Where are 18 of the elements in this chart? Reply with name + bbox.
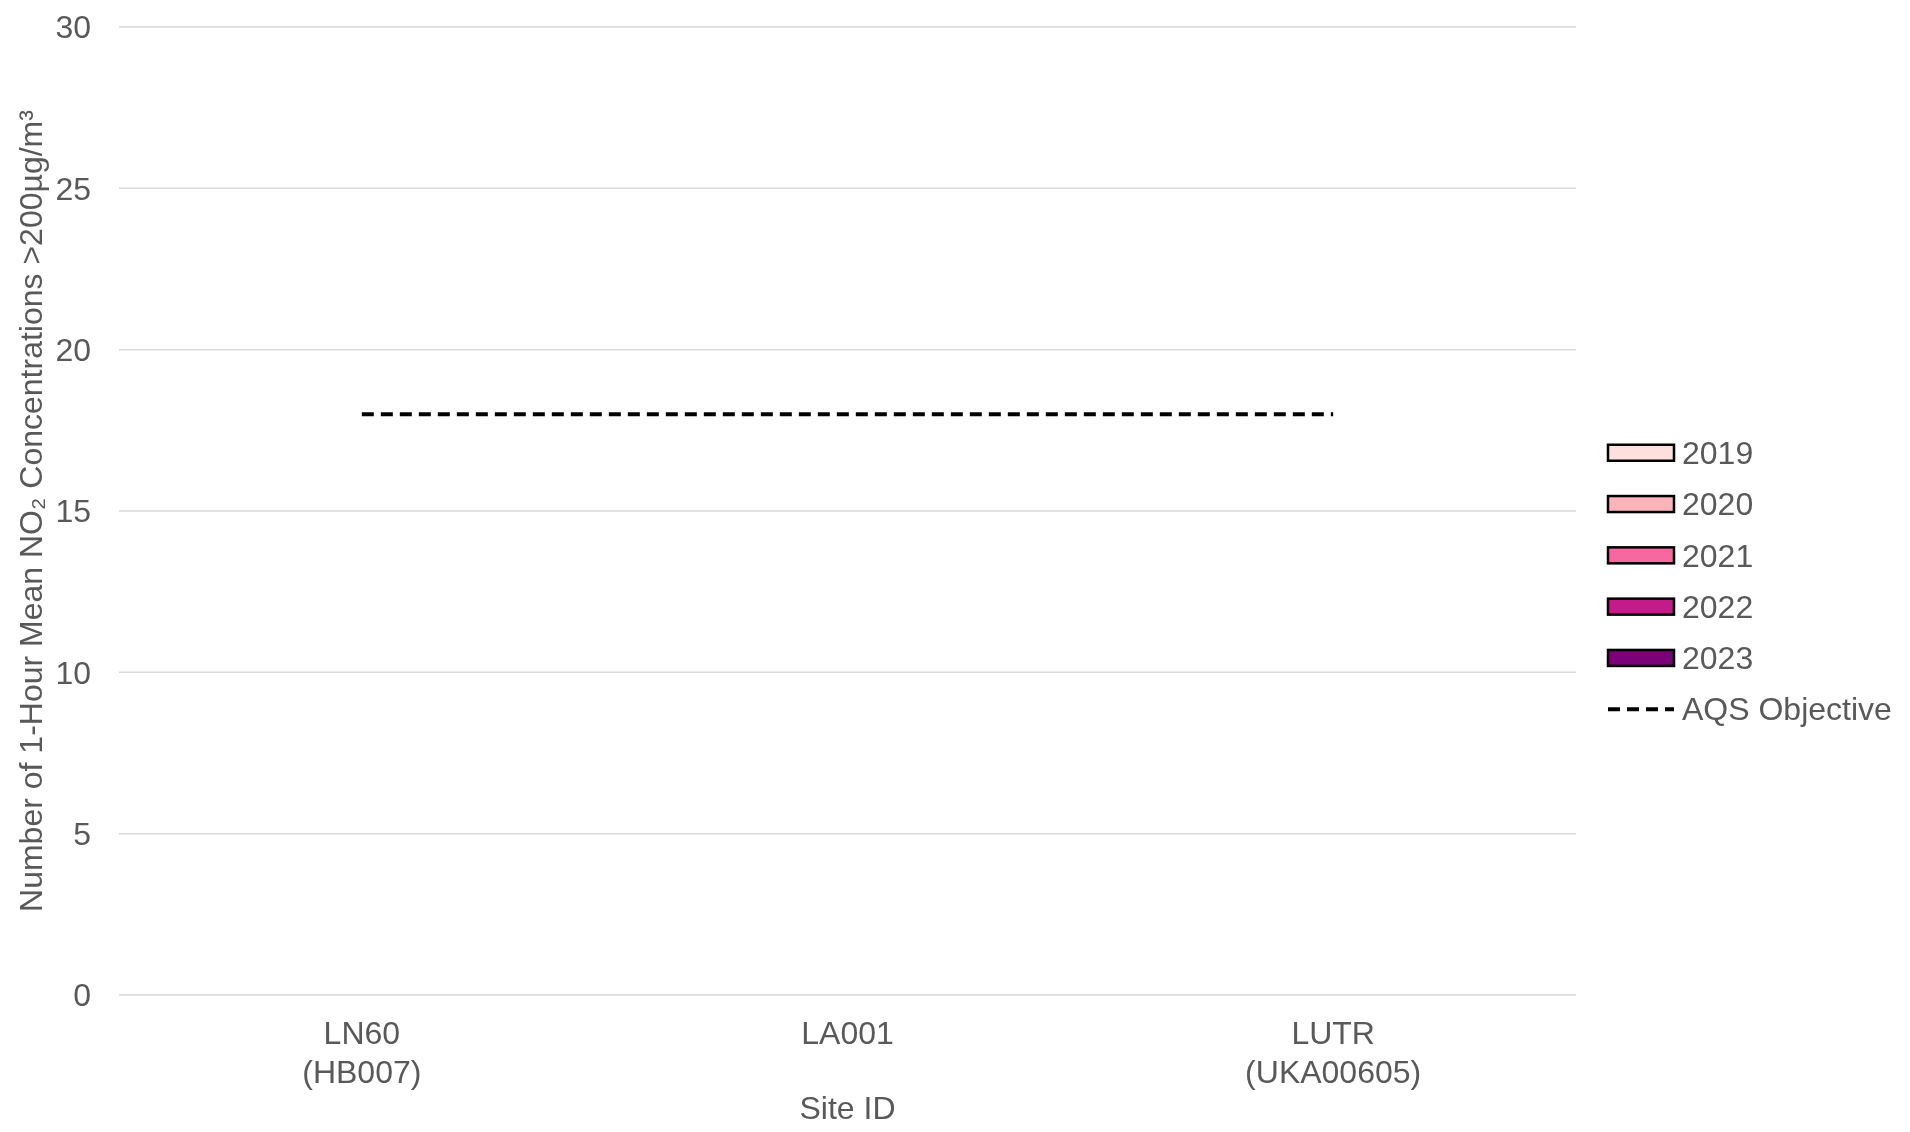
- legend-label: 2022: [1682, 588, 1754, 625]
- legend-label: 2021: [1682, 537, 1754, 574]
- y-tick-label: 25: [55, 170, 91, 207]
- y-tick-label: 15: [55, 493, 91, 530]
- x-axis-title: Site ID: [799, 1090, 896, 1126]
- x-tick-label: LA001: [801, 1015, 894, 1051]
- y-tick-label: 0: [73, 977, 91, 1014]
- legend-label: AQS Objective: [1682, 691, 1892, 728]
- y-axis-title: Number of 1-Hour Mean NO₂ Concentrations >200µg/m³: [13, 109, 49, 912]
- x-tick-label: LUTR (UKA00605): [1245, 1015, 1422, 1090]
- y-tick-label: 10: [55, 654, 91, 691]
- legend-label: 2023: [1682, 640, 1754, 677]
- y-tick-label: 20: [55, 331, 91, 368]
- x-tick-label: LN60 (HB007): [302, 1015, 422, 1090]
- legend-label: 2019: [1682, 434, 1754, 471]
- y-tick-label: 5: [73, 815, 91, 852]
- legend-label: 2020: [1682, 486, 1754, 523]
- y-tick-label: 30: [55, 9, 91, 46]
